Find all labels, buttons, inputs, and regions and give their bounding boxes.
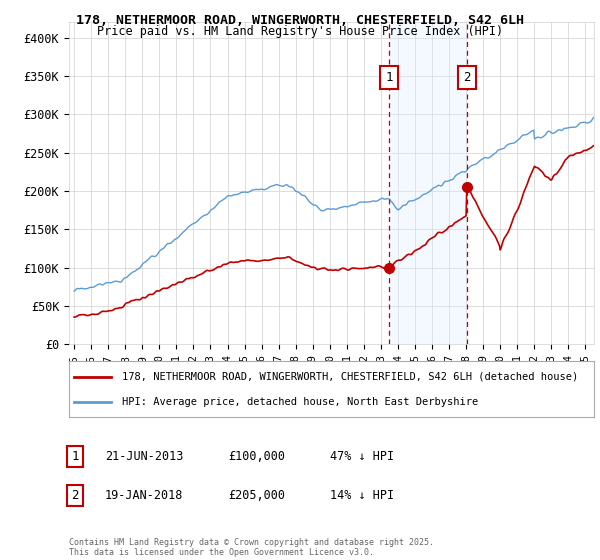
Text: 1: 1: [71, 450, 79, 463]
Text: 2: 2: [71, 489, 79, 502]
Text: 14% ↓ HPI: 14% ↓ HPI: [330, 489, 394, 502]
Text: £205,000: £205,000: [228, 489, 285, 502]
Text: 1: 1: [385, 71, 392, 84]
Text: Price paid vs. HM Land Registry's House Price Index (HPI): Price paid vs. HM Land Registry's House …: [97, 25, 503, 38]
Text: Contains HM Land Registry data © Crown copyright and database right 2025.
This d: Contains HM Land Registry data © Crown c…: [69, 538, 434, 557]
Text: 178, NETHERMOOR ROAD, WINGERWORTH, CHESTERFIELD, S42 6LH (detached house): 178, NETHERMOOR ROAD, WINGERWORTH, CHEST…: [121, 372, 578, 382]
Text: HPI: Average price, detached house, North East Derbyshire: HPI: Average price, detached house, Nort…: [121, 396, 478, 407]
Text: 178, NETHERMOOR ROAD, WINGERWORTH, CHESTERFIELD, S42 6LH: 178, NETHERMOOR ROAD, WINGERWORTH, CHEST…: [76, 14, 524, 27]
Bar: [389, 22, 467, 344]
Text: 21-JUN-2013: 21-JUN-2013: [105, 450, 184, 463]
Text: 47% ↓ HPI: 47% ↓ HPI: [330, 450, 394, 463]
Text: £100,000: £100,000: [228, 450, 285, 463]
Text: 19-JAN-2018: 19-JAN-2018: [105, 489, 184, 502]
Text: 2: 2: [463, 71, 471, 84]
